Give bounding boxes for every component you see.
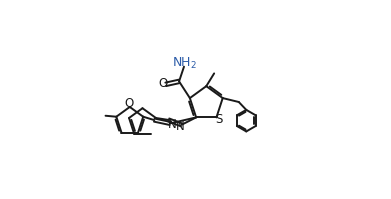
Text: O: O xyxy=(124,97,133,110)
Text: O: O xyxy=(158,77,167,91)
Text: N: N xyxy=(169,118,177,131)
Text: S: S xyxy=(215,113,223,126)
Text: N: N xyxy=(176,120,184,133)
Text: NH$_2$: NH$_2$ xyxy=(172,56,197,71)
